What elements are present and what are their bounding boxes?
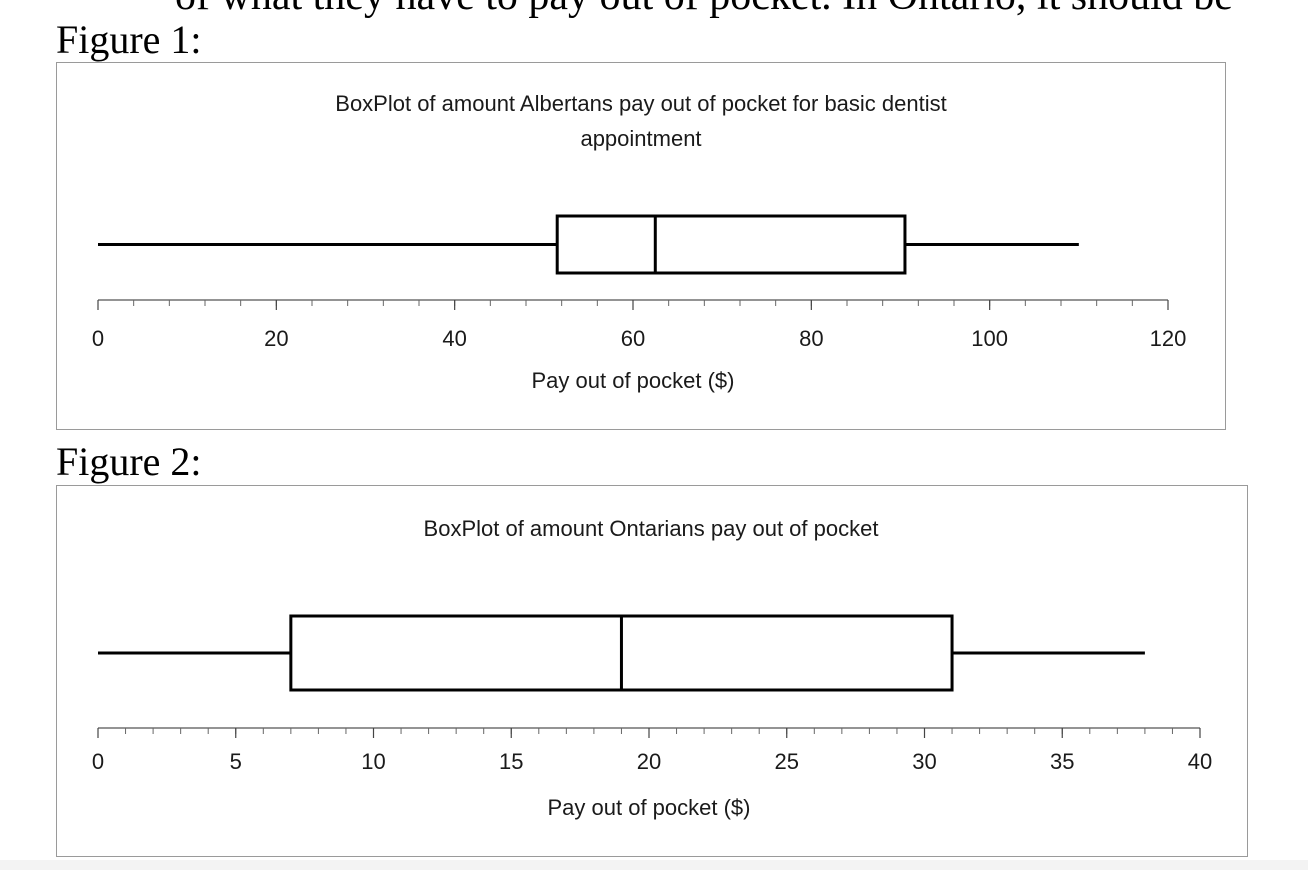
x-axis-label: Pay out of pocket ($) bbox=[532, 368, 735, 393]
tick-label: 35 bbox=[1050, 749, 1074, 774]
tick-label: 40 bbox=[1188, 749, 1212, 774]
tick-label: 20 bbox=[264, 326, 288, 351]
chart-title-line: BoxPlot of amount Ontarians pay out of p… bbox=[424, 516, 879, 541]
tick-label: 0 bbox=[92, 749, 104, 774]
tick-label: 20 bbox=[637, 749, 661, 774]
x-axis-label: Pay out of pocket ($) bbox=[548, 795, 751, 820]
tick-label: 80 bbox=[799, 326, 823, 351]
tick-label: 60 bbox=[621, 326, 645, 351]
figure-1-boxplot: BoxPlot of amount Albertans pay out of p… bbox=[92, 91, 1187, 393]
figure-2-label: Figure 2: bbox=[56, 439, 202, 484]
figure-1-panel: BoxPlot of amount Albertans pay out of p… bbox=[56, 62, 1226, 430]
tick-label: 30 bbox=[912, 749, 936, 774]
tick-label: 120 bbox=[1150, 326, 1187, 351]
tick-label: 25 bbox=[775, 749, 799, 774]
tick-label: 100 bbox=[971, 326, 1008, 351]
cut-off-paragraph-text: of what they have to pay out of pocket. … bbox=[175, 0, 1233, 20]
figure-2-panel: BoxPlot of amount Ontarians pay out of p… bbox=[56, 485, 1248, 857]
chart-title-line: appointment bbox=[580, 126, 701, 151]
tick-label: 5 bbox=[230, 749, 242, 774]
tick-label: 0 bbox=[92, 326, 104, 351]
tick-label: 15 bbox=[499, 749, 523, 774]
figure-1-label: Figure 1: bbox=[56, 17, 202, 62]
tick-label: 40 bbox=[442, 326, 466, 351]
iqr-box bbox=[555, 214, 907, 275]
figure-2-boxplot: BoxPlot of amount Ontarians pay out of p… bbox=[92, 516, 1212, 820]
chart-title-line: BoxPlot of amount Albertans pay out of p… bbox=[335, 91, 946, 116]
tick-label: 10 bbox=[361, 749, 385, 774]
bottom-strip bbox=[0, 860, 1308, 870]
